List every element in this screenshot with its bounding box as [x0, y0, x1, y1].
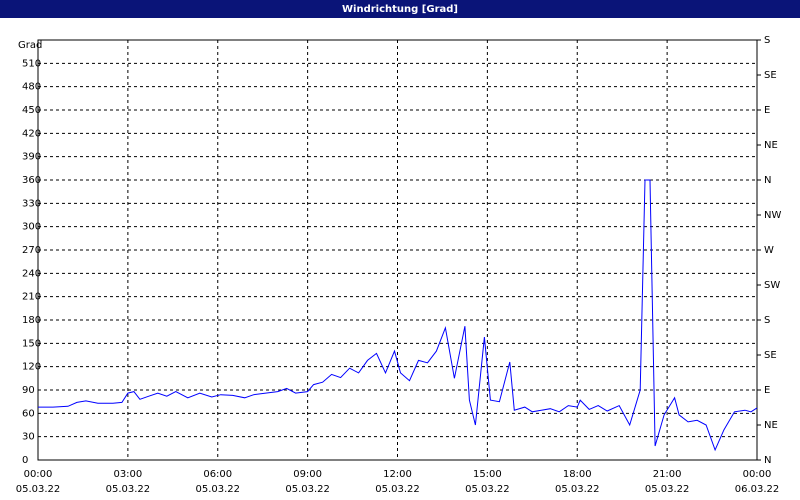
x-tick-label: 18:00 — [563, 469, 592, 480]
y-tick-label: 90 — [22, 385, 35, 396]
x-tick-label: 06:00 — [203, 469, 232, 480]
x-tick-label: 00:00 — [24, 469, 53, 480]
y2-tick-label: SE — [764, 350, 777, 361]
title-bar — [0, 0, 800, 18]
y2-tick-label: NE — [764, 420, 778, 431]
x-tick-label: 00:00 — [743, 469, 772, 480]
y2-tick-label: NW — [764, 210, 781, 221]
y-tick-label: 450 — [22, 105, 41, 116]
y-tick-label: 120 — [22, 362, 41, 373]
y-tick-label: 510 — [22, 58, 41, 69]
y2-tick-label: E — [764, 385, 770, 396]
y2-tick-label: N — [764, 455, 771, 466]
y-tick-label: 420 — [22, 128, 41, 139]
x-tick-date: 05.03.22 — [465, 484, 510, 495]
y2-tick-label: S — [764, 315, 770, 326]
y2-tick-label: W — [764, 245, 774, 256]
x-tick-date: 05.03.22 — [195, 484, 240, 495]
y-tick-label: 480 — [22, 82, 41, 93]
x-tick-date: 05.03.22 — [106, 484, 151, 495]
x-tick-date: 06.03.22 — [735, 484, 780, 495]
data-line — [38, 179, 758, 452]
y2-tick-label: SE — [764, 70, 777, 81]
x-tick-label: 21:00 — [653, 469, 682, 480]
y-tick-label: 360 — [22, 175, 41, 186]
x-tick-date: 05.03.22 — [645, 484, 690, 495]
x-tick-label: 12:00 — [383, 469, 412, 480]
y2-tick-label: S — [764, 35, 770, 46]
y-tick-label: 210 — [22, 292, 41, 303]
y-tick-label: 300 — [22, 222, 41, 233]
y-tick-label: 60 — [22, 408, 35, 419]
x-tick-label: 09:00 — [293, 469, 322, 480]
y2-tick-label: E — [764, 105, 770, 116]
y-tick-label: 270 — [22, 245, 41, 256]
y-tick-label: 180 — [22, 315, 41, 326]
y2-tick-label: N — [764, 175, 771, 186]
x-tick-date: 05.03.22 — [555, 484, 600, 495]
y-tick-label: 0 — [22, 455, 28, 466]
x-tick-label: 15:00 — [473, 469, 502, 480]
y2-tick-label: NE — [764, 140, 778, 151]
chart-title: Windrichtung [Grad] — [342, 4, 458, 15]
x-tick-date: 05.03.22 — [375, 484, 420, 495]
y-tick-label: 30 — [22, 432, 35, 443]
y-tick-label: 390 — [22, 152, 41, 163]
y-axis-label: Grad — [18, 40, 42, 51]
x-tick-label: 03:00 — [113, 469, 142, 480]
x-tick-date: 05.03.22 — [16, 484, 61, 495]
y-tick-label: 150 — [22, 338, 41, 349]
y-tick-label: 330 — [22, 198, 41, 209]
y2-tick-label: SW — [764, 280, 780, 291]
x-tick-date: 05.03.22 — [285, 484, 330, 495]
y-tick-label: 240 — [22, 268, 41, 279]
